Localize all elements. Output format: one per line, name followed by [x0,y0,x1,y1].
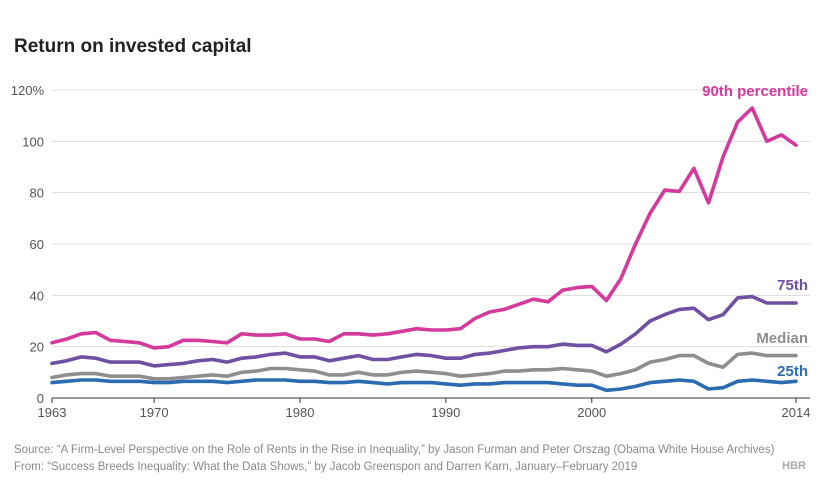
series-line [50,351,798,381]
series-label: 90th percentile [702,83,808,100]
y-tick-label: 40 [30,288,44,303]
y-tick-label: 80 [30,186,44,201]
x-tick-label: 2014 [782,405,811,420]
series-line [50,294,798,368]
series-line [50,106,798,350]
x-tick-label: 1990 [431,405,460,420]
series-label: 75th [777,277,808,294]
hbr-logo: HBR [782,460,806,472]
series-label: Median [756,330,808,347]
chart-title: Return on invested capital [14,36,252,57]
y-tick-label: 100 [22,134,44,149]
x-tick-label: 2000 [577,405,606,420]
y-tick-label: 60 [30,237,44,252]
from-note: From: “Success Breeds Inequality: What t… [14,461,638,473]
y-tick-label: 0 [37,391,44,406]
x-tick-label: 1970 [140,405,169,420]
y-tick-label: 20 [30,340,44,355]
series-line [50,378,798,393]
y-tick-label: 120% [11,83,45,98]
x-tick-label: 1980 [286,405,315,420]
x-tick-label: 1963 [38,405,67,420]
series-label: 25th [777,363,808,380]
source-note: Source: “A Firm-Level Perspective on the… [14,444,775,456]
